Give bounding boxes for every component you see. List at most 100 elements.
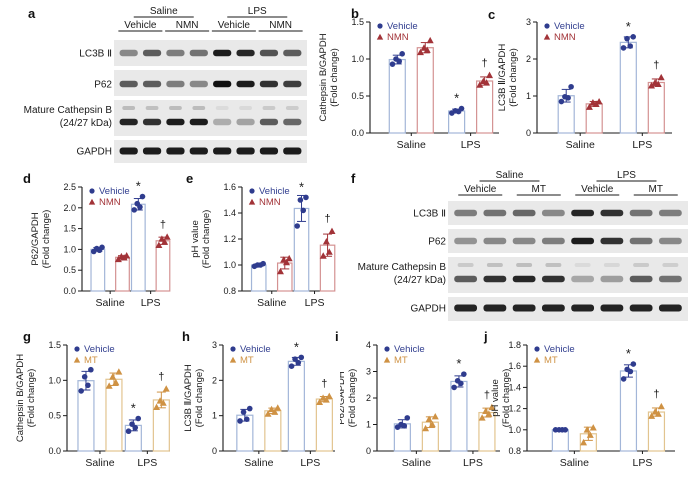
legend-label: Vehicle xyxy=(394,344,425,355)
data-point xyxy=(624,35,630,42)
blot-band-faint xyxy=(285,106,299,110)
data-point xyxy=(624,366,630,373)
data-point xyxy=(81,374,88,380)
blot-band xyxy=(512,237,536,245)
panel-e-chart: 0.8 1.0 1.2 1.4 1.6 Saline LPS * † Vehicle NMN pH v… xyxy=(180,165,345,323)
y-axis-title: (Fold change) xyxy=(508,48,519,107)
blot-band xyxy=(600,209,624,217)
data-point xyxy=(648,82,655,89)
data-point xyxy=(416,48,424,56)
data-point xyxy=(319,252,327,259)
bar-group-saline-nmn xyxy=(276,254,293,292)
blot-row-label: Mature Cathepsin B xyxy=(358,262,447,273)
data-point xyxy=(105,382,113,389)
data-point xyxy=(316,398,324,406)
panel-b-letter: b xyxy=(351,6,359,21)
mean-bar xyxy=(287,360,305,452)
data-point xyxy=(589,99,597,106)
significance-symbol: † xyxy=(484,389,490,401)
y-axis-title: (Fold change) xyxy=(347,369,358,428)
legend-marker-vehicle-icon xyxy=(74,346,80,352)
y-tick-label: 1.5 xyxy=(63,224,76,234)
data-point xyxy=(583,426,591,433)
panel-a-westernblot: Saline LPS Vehicle NMN Vehicle NMN LC3B Ⅱ P62 Ma… xyxy=(0,0,345,165)
y-tick-label: 0.5 xyxy=(63,265,76,275)
y-tick-label: 0.0 xyxy=(351,128,364,138)
bar-group-lps-vehicle xyxy=(124,415,142,452)
y-tick-label: 1.5 xyxy=(351,17,364,27)
data-point xyxy=(240,409,247,415)
blot-band xyxy=(283,118,302,126)
blot-band xyxy=(483,237,507,245)
y-tick-label: 4 xyxy=(366,340,371,350)
y-tick-label: 0 xyxy=(526,128,531,138)
panel-e-letter: e xyxy=(186,171,194,186)
blot-band xyxy=(658,304,682,312)
data-point xyxy=(485,410,493,417)
bar-group-lps-vehicle xyxy=(293,194,310,292)
significance-symbol: * xyxy=(131,400,136,415)
legend-label: Vehicle xyxy=(387,21,418,32)
legend-marker-mt-icon xyxy=(383,356,391,363)
mean-bar xyxy=(551,429,569,452)
y-tick-label: 1.2 xyxy=(223,234,236,244)
data-point xyxy=(280,256,288,263)
blot-group-label: Saline xyxy=(496,170,524,181)
bar-group-lps-vehicle xyxy=(619,361,638,452)
blot-row-label-2: (24/27 kDa) xyxy=(60,118,112,129)
blot-treatment-label: Vehicle xyxy=(218,20,251,31)
blot-row-label: Mature Cathepsin B xyxy=(24,105,113,116)
legend-label: Vehicle xyxy=(84,344,115,355)
blot-band-faint xyxy=(239,106,252,110)
data-point xyxy=(319,394,327,401)
y-tick-label: 1 xyxy=(212,411,217,421)
blot-a-svg: Saline LPS Vehicle NMN Vehicle NMN LC3B Ⅱ P62 Ma… xyxy=(24,6,307,163)
panel-b-chart: 0.0 0.5 1.0 1.5 Saline LPS * † Vehicle NMN Catheps… xyxy=(312,0,515,165)
data-point xyxy=(562,93,568,100)
blot-band xyxy=(454,275,478,283)
data-point xyxy=(398,421,404,428)
data-point xyxy=(620,376,627,382)
bar-group-saline-vehicle xyxy=(250,260,267,292)
bar-group-saline-vehicle xyxy=(557,83,575,134)
bar-group-lps-vehicle xyxy=(448,105,466,134)
significance-symbol: † xyxy=(482,57,488,69)
blot-band xyxy=(571,237,595,245)
y-axis-title: (Fold change) xyxy=(41,210,52,269)
data-point xyxy=(562,427,569,433)
data-point xyxy=(556,427,562,433)
data-point xyxy=(420,44,428,51)
data-point xyxy=(488,403,496,411)
blot-band-faint xyxy=(574,263,591,267)
blot-band xyxy=(483,209,507,217)
data-point xyxy=(264,410,272,417)
blot-band-faint xyxy=(633,263,650,267)
y-tick-label: 0.0 xyxy=(48,446,61,456)
data-point xyxy=(325,248,333,255)
x-category-label: LPS xyxy=(137,457,157,469)
mean-bar xyxy=(264,410,282,452)
data-point xyxy=(452,108,459,114)
bar-group-saline-vehicle xyxy=(77,366,95,452)
blot-group-label: LPS xyxy=(617,170,636,181)
blot-band xyxy=(142,118,162,126)
blot-band xyxy=(142,147,162,155)
x-category-label: LPS xyxy=(141,297,161,309)
blot-band-faint xyxy=(662,263,679,267)
panel-a-letter: a xyxy=(28,6,36,21)
blot-band xyxy=(213,80,232,88)
blot-band xyxy=(166,80,185,88)
blot-band xyxy=(259,80,279,88)
bar-group-lps-nmn xyxy=(647,73,665,134)
y-axis-title: (Fold change) xyxy=(329,48,340,107)
x-category-label: LPS xyxy=(633,457,653,469)
blot-band xyxy=(629,209,653,217)
legend-marker-nmn-icon xyxy=(376,33,384,40)
blot-band xyxy=(189,147,208,155)
blot-band-faint xyxy=(122,106,136,110)
blot-treatment-label: Vehicle xyxy=(464,184,497,195)
blot-treatment-label: Vehicle xyxy=(581,184,614,195)
